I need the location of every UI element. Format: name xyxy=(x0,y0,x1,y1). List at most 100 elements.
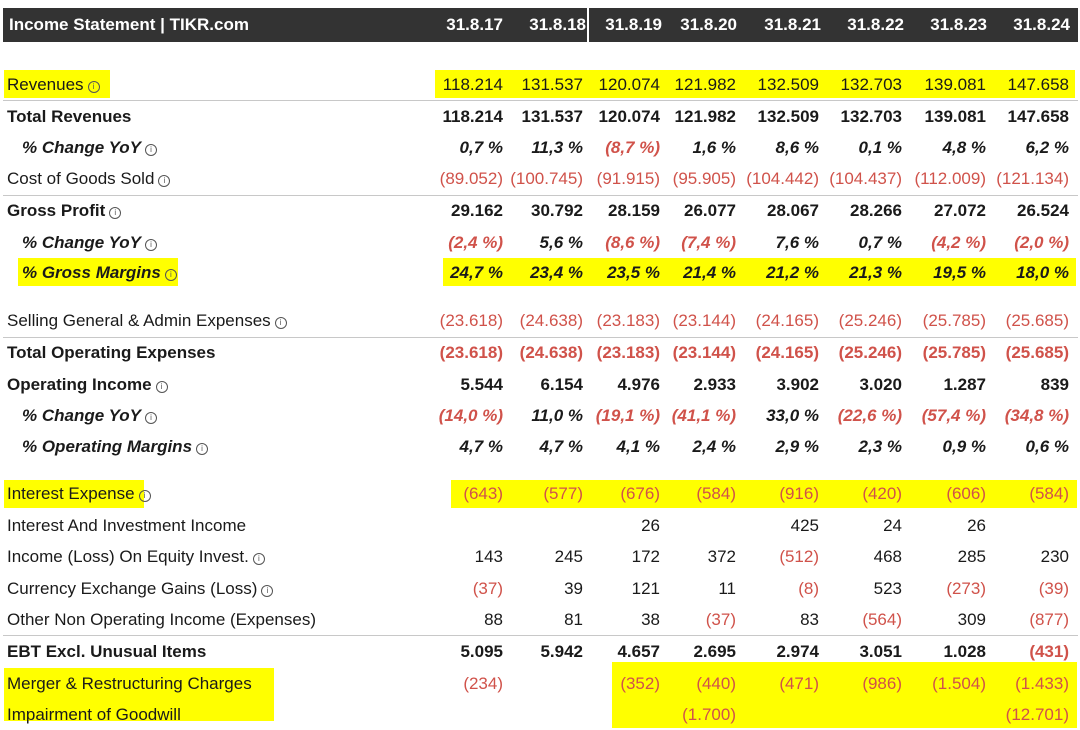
cell-value: (39) xyxy=(1038,579,1069,598)
cell-value: 7,6 % xyxy=(775,233,819,252)
row-label-text: % Change YoY xyxy=(22,233,142,252)
cell-value: 118.214 xyxy=(442,75,503,94)
info-icon[interactable]: i xyxy=(138,490,151,502)
table-row: Income (Loss) On Equity Invest. i 143 245 1… xyxy=(0,545,1080,569)
cell-value: (877) xyxy=(1029,610,1069,629)
cell-value: 121.982 xyxy=(674,75,736,94)
cell-value: (41,1 %) xyxy=(671,406,736,425)
separator-total-revenues xyxy=(3,100,1078,101)
cell-value: (8,6 %) xyxy=(605,233,660,252)
row-label: EBT Excl. Unusual Items xyxy=(7,642,207,661)
period-header[interactable]: 31.8.21 xyxy=(764,15,821,34)
cell-value: 131.537 xyxy=(521,107,583,126)
cell-value: 1.028 xyxy=(943,642,986,661)
cell-value: 2.933 xyxy=(693,375,736,394)
info-icon[interactable]: i xyxy=(145,239,158,251)
row-label: Income (Loss) On Equity Invest. i xyxy=(7,547,265,567)
cell-value: (676) xyxy=(620,484,660,503)
cell-value: (104.437) xyxy=(829,169,902,188)
cell-value: (25.246) xyxy=(838,311,902,330)
highlight-revenues-values xyxy=(435,70,1075,98)
period-header[interactable]: 31.8.19 xyxy=(605,15,662,34)
cell-value: (2,0 %) xyxy=(1014,233,1069,252)
row-label-text: Interest Expense xyxy=(7,484,135,503)
info-icon[interactable]: i xyxy=(158,175,171,187)
cell-value: (23.183) xyxy=(596,311,660,330)
period-header[interactable]: 31.8.20 xyxy=(680,15,737,34)
cell-value: 39 xyxy=(564,579,583,598)
cell-value: 27.072 xyxy=(934,201,986,220)
cell-value: (512) xyxy=(779,547,819,566)
cell-value: 21,2 % xyxy=(766,263,819,282)
cell-value: 0,9 % xyxy=(942,437,986,456)
period-header[interactable]: 31.8.18 xyxy=(529,15,586,34)
info-icon[interactable]: i xyxy=(196,443,209,455)
period-header[interactable]: 31.8.17 xyxy=(446,15,503,34)
header-divider xyxy=(587,8,589,42)
info-icon[interactable]: i xyxy=(109,207,122,219)
row-label-text: % Change YoY xyxy=(22,138,142,157)
cell-value: 285 xyxy=(957,547,986,566)
cell-value: (2,4 %) xyxy=(448,233,503,252)
row-label-text: % Operating Margins xyxy=(22,437,193,456)
cell-value: 0,6 % xyxy=(1025,437,1069,456)
cell-value: 5.544 xyxy=(460,375,503,394)
cell-value: (12.701) xyxy=(1005,705,1069,724)
cell-value: 23,4 % xyxy=(530,263,583,282)
info-icon[interactable]: i xyxy=(87,81,100,93)
period-header[interactable]: 31.8.24 xyxy=(1013,15,1070,34)
cell-value: (37) xyxy=(472,579,503,598)
cell-value: 839 xyxy=(1040,375,1069,394)
table-row: % Gross Margins i 24,7 % 23,4 % 23,5 % 21,4 … xyxy=(0,261,1080,285)
cell-value: 6.154 xyxy=(540,375,583,394)
info-icon[interactable]: i xyxy=(261,585,274,597)
table-row: Selling General & Admin Expenses i (23.61… xyxy=(0,309,1080,333)
cell-value: (606) xyxy=(946,484,986,503)
cell-value: 4.657 xyxy=(617,642,660,661)
row-label-text: Revenues xyxy=(7,75,84,94)
cell-value: (431) xyxy=(1029,642,1069,661)
table-row: Interest And Investment Income 26 425 24 26 xyxy=(0,514,1080,538)
info-icon[interactable]: i xyxy=(145,412,158,424)
cell-value: 230 xyxy=(1040,547,1069,566)
info-icon[interactable]: i xyxy=(274,317,287,329)
row-label: Selling General & Admin Expenses i xyxy=(7,311,287,331)
cell-value: 5,6 % xyxy=(539,233,583,252)
cell-value: 83 xyxy=(800,610,819,629)
cell-value: 26 xyxy=(641,516,660,535)
cell-value: 1.287 xyxy=(943,375,986,394)
cell-value: (234) xyxy=(463,674,503,693)
cell-value: 5.095 xyxy=(460,642,503,661)
row-label: Total Operating Expenses xyxy=(7,343,216,362)
table-row: Other Non Operating Income (Expenses) 88… xyxy=(0,608,1080,632)
cell-value: 372 xyxy=(707,547,736,566)
cell-value: 23,5 % xyxy=(607,263,660,282)
period-header[interactable]: 31.8.23 xyxy=(930,15,987,34)
cell-value: 1,6 % xyxy=(692,138,736,157)
period-header[interactable]: 31.8.22 xyxy=(847,15,904,34)
row-label-text: % Gross Margins xyxy=(22,263,161,282)
info-icon[interactable]: i xyxy=(145,144,158,156)
cell-value: 132.703 xyxy=(840,75,902,94)
cell-value: (104.442) xyxy=(746,169,819,188)
separator-gross-profit xyxy=(3,195,1078,196)
cell-value: 2.974 xyxy=(776,642,819,661)
cell-value: 8,6 % xyxy=(775,138,819,157)
cell-value: (23.144) xyxy=(672,311,736,330)
separator-ebt xyxy=(3,635,1078,636)
cell-value: 4,8 % xyxy=(942,138,986,157)
separator-total-operating-expenses xyxy=(3,337,1078,338)
cell-value: 26.077 xyxy=(684,201,736,220)
cell-value: (112.009) xyxy=(914,169,986,188)
row-label-text: Gross Profit xyxy=(7,201,106,220)
table-row: Cost of Goods Sold i (89.052) (100.745) (91… xyxy=(0,167,1080,191)
cell-value: (25.785) xyxy=(922,311,986,330)
info-icon[interactable]: i xyxy=(155,381,168,393)
highlight-interest-expense-label xyxy=(4,480,144,508)
cell-value: 118.214 xyxy=(442,107,503,126)
info-icon[interactable]: i xyxy=(252,553,265,565)
table-row: EBT Excl. Unusual Items 5.095 5.942 4.657 2… xyxy=(0,640,1080,664)
cell-value: 19,5 % xyxy=(933,263,986,282)
info-icon[interactable]: i xyxy=(164,269,177,281)
table-row: Total Operating Expenses (23.618) (24.638… xyxy=(0,341,1080,365)
